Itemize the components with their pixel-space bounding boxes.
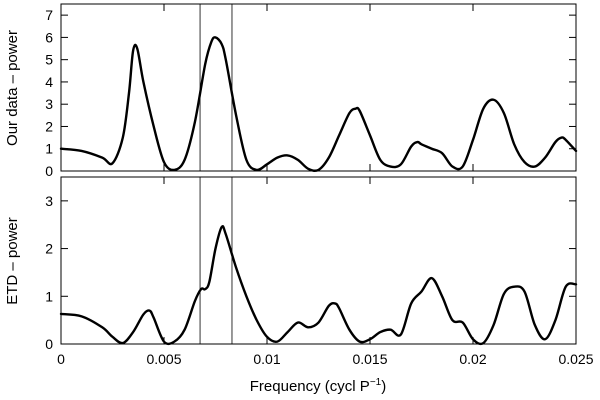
y-tick-label: 6	[45, 29, 53, 45]
x-tick-label: 0.015	[352, 351, 387, 367]
y-tick-label: 4	[45, 74, 53, 90]
bottom-panel-y-axis-label: ETD – power	[4, 217, 21, 305]
y-tick-label: 7	[45, 7, 53, 23]
y-tick-label: 0	[45, 336, 53, 352]
top-panel-reference-lines	[199, 4, 233, 171]
bottom-panel-ticks: 0 1 2 3	[45, 177, 577, 352]
x-axis-label-superscript: −1	[370, 377, 382, 388]
y-tick-label: 3	[45, 193, 53, 209]
y-tick-label: 2	[45, 241, 53, 257]
x-axis-label: Frequency (cycl P−1)	[250, 377, 386, 395]
top-panel-ticks: 0 1 2 3 4 5 6 7	[45, 4, 577, 179]
y-tick-label: 0	[45, 163, 53, 179]
x-axis-label-main: Frequency (cycl P	[250, 378, 370, 395]
bottom-panel-reference-lines	[199, 177, 233, 344]
bottom-panel-frame	[60, 176, 577, 345]
top-panel: 0 1 2 3 4 5 6 7 Our data – power	[4, 3, 578, 179]
top-panel-y-axis-label: Our data – power	[4, 30, 21, 146]
x-axis-label-end: )	[381, 378, 386, 395]
x-tick-label: 0.025	[558, 351, 593, 367]
y-tick-label: 1	[45, 288, 53, 304]
bottom-panel: 0 1 2 3 ETD – power 0 0.005 0.01 0.015 0.02 0.02…	[4, 176, 594, 367]
y-tick-label: 3	[45, 96, 53, 112]
y-tick-label: 2	[45, 118, 53, 134]
x-tick-label: 0	[57, 351, 65, 367]
x-tick-label: 0.02	[459, 351, 486, 367]
y-tick-label: 5	[45, 52, 53, 68]
x-tick-labels: 0 0.005 0.01 0.015 0.02 0.025	[57, 351, 594, 367]
x-tick-label: 0.005	[146, 351, 181, 367]
top-panel-frame	[60, 3, 577, 172]
x-tick-label: 0.01	[253, 351, 280, 367]
our-data-power-curve	[59, 36, 578, 172]
etd-power-curve	[59, 225, 578, 346]
y-tick-label: 1	[45, 141, 53, 157]
